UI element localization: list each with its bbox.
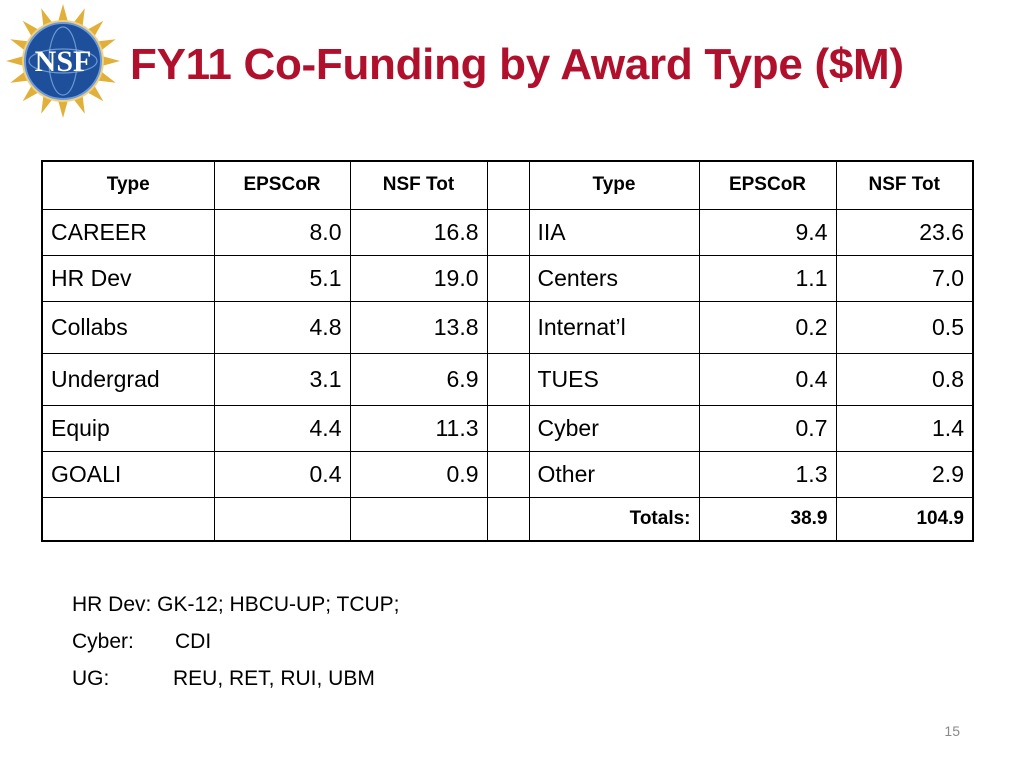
logo-ray [10, 39, 29, 51]
cell-nsf-tot: 1.4 [835, 404, 974, 452]
cell-empty [349, 496, 488, 542]
cell-epscor: 1.1 [698, 254, 837, 302]
cell-epscor: 4.8 [213, 300, 351, 354]
header-epscor-right: EPSCoR [698, 160, 837, 210]
slide-title: FY11 Co-Funding by Award Type ($M) [130, 40, 904, 89]
cell-epscor: 0.4 [698, 352, 837, 406]
cell-spacer [486, 254, 530, 302]
cell-epscor: 3.1 [213, 352, 351, 406]
nsf-seal-icon: NSF [6, 4, 120, 118]
cell-nsf-tot: 7.0 [835, 254, 974, 302]
logo-ray [97, 39, 116, 51]
logo-ray [6, 56, 24, 66]
cell-type: Other [528, 450, 700, 498]
cell-type: TUES [528, 352, 700, 406]
logo-ray [73, 8, 85, 27]
header-nsf-tot-right: NSF Tot [835, 160, 974, 210]
cell-type: GOALI [41, 450, 215, 498]
table-row: Equip 4.4 11.3 Cyber 0.7 1.4 [41, 404, 974, 452]
cell-spacer [486, 404, 530, 452]
cell-type: Undergrad [41, 352, 215, 406]
table-header-row: Type EPSCoR NSF Tot Type EPSCoR NSF Tot [41, 160, 974, 210]
cell-nsf-tot: 6.9 [349, 352, 488, 406]
cell-epscor: 0.4 [213, 450, 351, 498]
cell-type: Centers [528, 254, 700, 302]
nsf-logo: NSF [4, 2, 122, 120]
note-hr-dev: HR Dev: GK-12; HBCU-UP; TCUP; [72, 593, 400, 616]
cell-spacer [486, 300, 530, 354]
cell-nsf-tot: 19.0 [349, 254, 488, 302]
page-number: 15 [944, 723, 960, 739]
cell-nsf-tot: 16.8 [349, 208, 488, 256]
cell-type: Internat’l [528, 300, 700, 354]
cell-epscor: 5.1 [213, 254, 351, 302]
cell-nsf-tot: 13.8 [349, 300, 488, 354]
logo-ray [58, 100, 68, 118]
cell-nsf-tot: 0.5 [835, 300, 974, 354]
table-row: CAREER 8.0 16.8 IIA 9.4 23.6 [41, 208, 974, 256]
cell-type: IIA [528, 208, 700, 256]
header-nsf-tot-left: NSF Tot [349, 160, 488, 210]
header-spacer [486, 160, 530, 210]
cell-epscor: 9.4 [698, 208, 837, 256]
note-ug: UG: REU, RET, RUI, UBM [72, 660, 400, 697]
cell-epscor: 0.7 [698, 404, 837, 452]
logo-ray [73, 95, 85, 114]
cell-nsf-tot: 11.3 [349, 404, 488, 452]
cell-type: Cyber [528, 404, 700, 452]
logo-ray [41, 8, 53, 27]
cell-epscor: 1.3 [698, 450, 837, 498]
totals-row: Totals: 38.9 104.9 [41, 496, 974, 542]
funding-table: Type EPSCoR NSF Tot Type EPSCoR NSF Tot … [41, 160, 974, 542]
logo-ray [102, 56, 120, 66]
cell-type: Equip [41, 404, 215, 452]
table-row: Undergrad 3.1 6.9 TUES 0.4 0.8 [41, 352, 974, 406]
table-row: GOALI 0.4 0.9 Other 1.3 2.9 [41, 450, 974, 498]
logo-ray [58, 4, 68, 22]
cell-nsf-tot: 0.8 [835, 352, 974, 406]
cell-epscor: 0.2 [698, 300, 837, 354]
cell-empty [41, 496, 215, 542]
svg-text:NSF: NSF [35, 45, 92, 78]
header-epscor-left: EPSCoR [213, 160, 351, 210]
cell-nsf-tot: 23.6 [835, 208, 974, 256]
logo-ray [10, 71, 29, 83]
cell-spacer [486, 352, 530, 406]
header-type-right: Type [528, 160, 700, 210]
totals-epscor: 38.9 [698, 496, 837, 542]
cell-spacer [486, 450, 530, 498]
cell-nsf-tot: 2.9 [835, 450, 974, 498]
cell-type: Collabs [41, 300, 215, 354]
cell-epscor: 4.4 [213, 404, 351, 452]
note-ug-key: UG: [72, 667, 110, 690]
header-type-left: Type [41, 160, 215, 210]
cell-epscor: 8.0 [213, 208, 351, 256]
totals-label: Totals: [528, 496, 700, 542]
totals-nsf-tot: 104.9 [835, 496, 974, 542]
cell-spacer [486, 496, 530, 542]
note-cyber: Cyber: CDI [72, 623, 400, 660]
note-ug-value: REU, RET, RUI, UBM [173, 667, 375, 690]
cell-spacer [486, 208, 530, 256]
footnotes: HR Dev: GK-12; HBCU-UP; TCUP; Cyber: CDI … [72, 586, 400, 697]
cell-empty [213, 496, 351, 542]
logo-ray [97, 71, 116, 83]
note-cyber-key: Cyber: [72, 630, 134, 653]
cell-nsf-tot: 0.9 [349, 450, 488, 498]
table-row: HR Dev 5.1 19.0 Centers 1.1 7.0 [41, 254, 974, 302]
cell-type: CAREER [41, 208, 215, 256]
table-row: Collabs 4.8 13.8 Internat’l 0.2 0.5 [41, 300, 974, 354]
logo-ray [41, 95, 53, 114]
cell-type: HR Dev [41, 254, 215, 302]
note-cyber-value: CDI [175, 630, 212, 653]
